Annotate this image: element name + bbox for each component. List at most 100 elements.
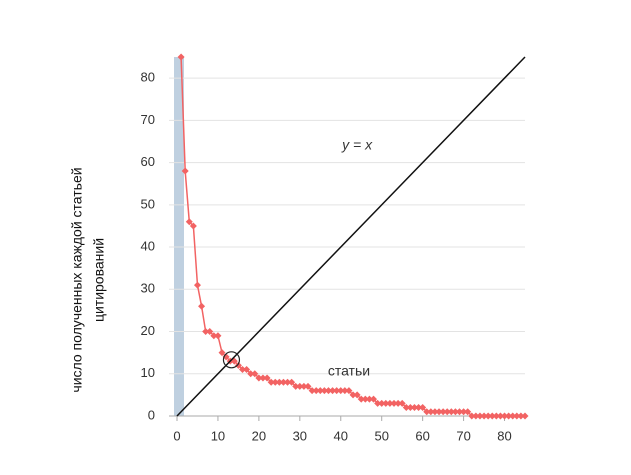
data-point: [333, 387, 341, 395]
x-tick-label: 80: [497, 428, 511, 443]
data-point: [365, 395, 373, 403]
data-point: [509, 412, 517, 420]
data-point: [275, 378, 283, 386]
data-point: [406, 404, 414, 412]
data-point: [247, 370, 255, 378]
data-point: [218, 349, 226, 357]
series-label: y = x: [341, 136, 373, 152]
data-point: [394, 399, 402, 407]
data-point: [259, 374, 267, 382]
data-point: [341, 387, 349, 395]
data-point: [177, 53, 185, 61]
data-point: [370, 395, 378, 403]
data-point: [316, 387, 324, 395]
data-point: [337, 387, 345, 395]
x-tick-label: 50: [374, 428, 388, 443]
data-point: [312, 387, 320, 395]
y-tick-label: 60: [141, 154, 155, 169]
data-point: [267, 378, 275, 386]
data-point: [415, 404, 423, 412]
data-point: [447, 408, 455, 416]
data-point: [357, 395, 365, 403]
data-point: [345, 387, 353, 395]
data-point: [292, 382, 300, 390]
data-point: [202, 328, 210, 336]
data-point: [423, 408, 431, 416]
data-point: [435, 408, 443, 416]
data-point: [455, 408, 463, 416]
data-point: [378, 399, 386, 407]
data-point: [320, 387, 328, 395]
data-point: [501, 412, 509, 420]
data-point: [443, 408, 451, 416]
data-point: [419, 404, 427, 412]
data-point: [189, 222, 197, 230]
y-tick-label: 40: [141, 238, 155, 253]
data-point: [255, 374, 263, 382]
data-point: [329, 387, 337, 395]
data-point: [460, 408, 468, 416]
x-tick-label: 20: [252, 428, 266, 443]
y-tick-label: 50: [141, 196, 155, 211]
data-point: [496, 412, 504, 420]
data-point: [472, 412, 480, 420]
x-tick-label: 40: [334, 428, 348, 443]
y-tick-label: 70: [141, 112, 155, 127]
data-point: [386, 399, 394, 407]
data-point: [390, 399, 398, 407]
data-point: [505, 412, 513, 420]
data-point: [402, 404, 410, 412]
data-point: [439, 408, 447, 416]
data-point: [288, 378, 296, 386]
series-label: статьи: [328, 362, 370, 378]
highlight-band: [174, 57, 184, 416]
data-point: [464, 408, 472, 416]
data-point: [206, 328, 214, 336]
data-point: [353, 391, 361, 399]
data-point: [484, 412, 492, 420]
data-point: [271, 378, 279, 386]
x-tick-label: 60: [415, 428, 429, 443]
series-line: [176, 56, 526, 417]
x-tick-label: 70: [456, 428, 470, 443]
x-tick-label: 10: [211, 428, 225, 443]
data-point: [243, 366, 251, 374]
data-point: [513, 412, 521, 420]
data-point: [468, 412, 476, 420]
data-point: [398, 399, 406, 407]
data-point: [410, 404, 418, 412]
data-point: [284, 378, 292, 386]
data-point: [296, 382, 304, 390]
data-point: [476, 412, 484, 420]
data-point: [251, 370, 259, 378]
y-axis-title: цитирований: [91, 238, 107, 322]
data-point: [304, 382, 312, 390]
data-point: [517, 412, 525, 420]
data-point: [431, 408, 439, 416]
data-point: [308, 387, 316, 395]
data-point: [198, 302, 206, 310]
data-point: [361, 395, 369, 403]
data-point: [451, 408, 459, 416]
data-point: [181, 167, 189, 175]
data-point: [300, 382, 308, 390]
x-tick-label: 0: [173, 428, 180, 443]
data-point: [324, 387, 332, 395]
data-point: [521, 412, 529, 420]
y-axis-title: число полученных каждой статьей: [69, 167, 85, 392]
data-point: [427, 408, 435, 416]
y-tick-label: 0: [148, 407, 155, 422]
data-point: [279, 378, 287, 386]
h-index-marker: [222, 351, 241, 369]
y-tick-label: 30: [141, 281, 155, 296]
data-point: [193, 281, 201, 289]
data-point: [214, 332, 222, 340]
y-tick-label: 20: [141, 323, 155, 338]
data-point: [263, 374, 271, 382]
data-point: [349, 391, 357, 399]
data-point: [374, 399, 382, 407]
data-point: [185, 218, 193, 226]
data-point: [234, 361, 242, 369]
data-point: [492, 412, 500, 420]
